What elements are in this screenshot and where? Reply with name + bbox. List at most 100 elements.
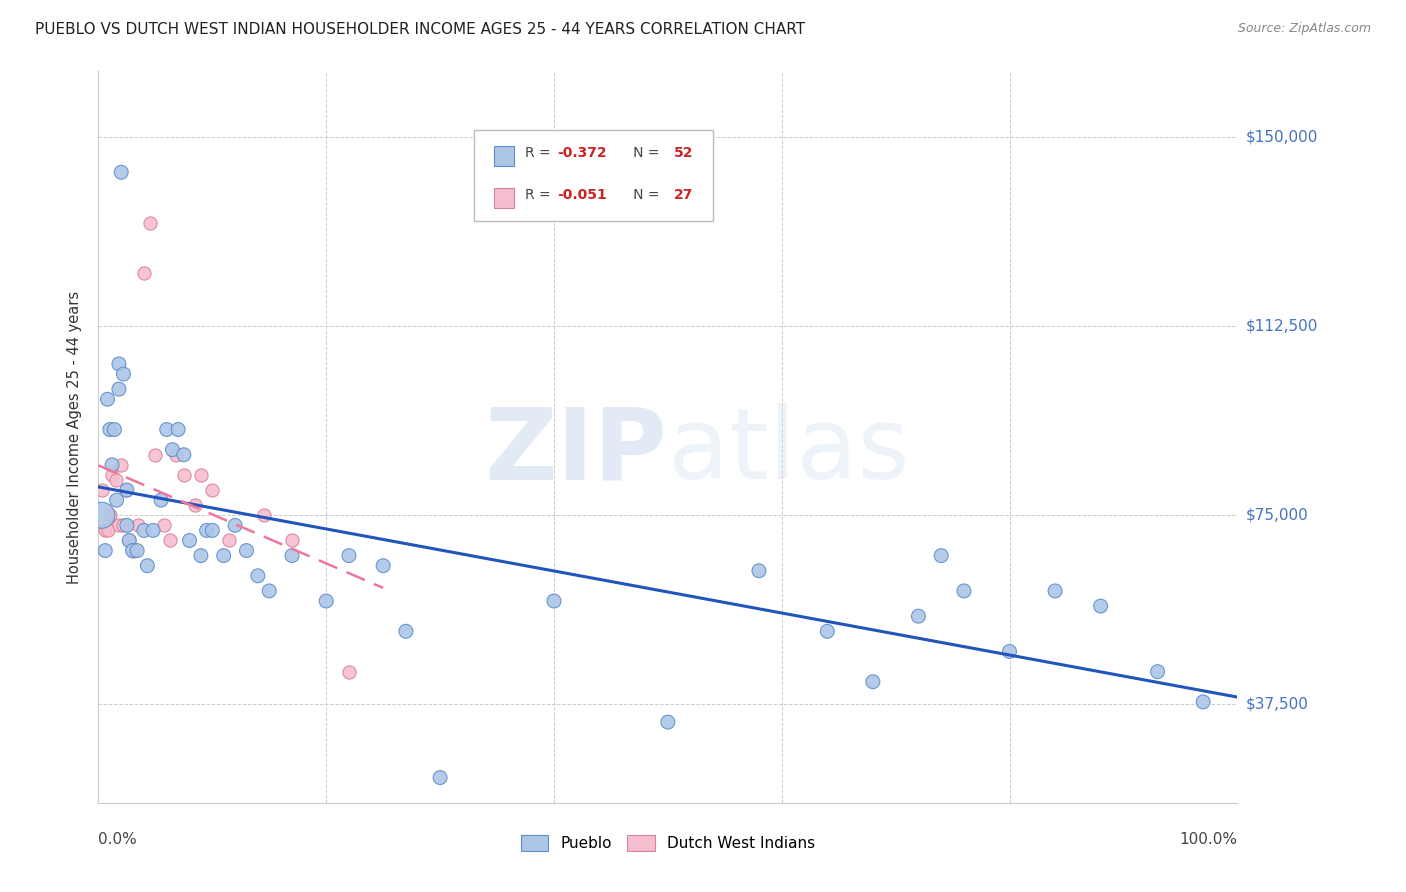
- Point: [173, 467, 195, 482]
- Point: [929, 549, 952, 563]
- Point: [1043, 583, 1066, 598]
- Point: [998, 644, 1021, 658]
- Point: [657, 715, 679, 730]
- Point: [96, 524, 118, 538]
- Point: [153, 518, 176, 533]
- Point: [195, 524, 218, 538]
- Text: Source: ZipAtlas.com: Source: ZipAtlas.com: [1237, 22, 1371, 36]
- Point: [1146, 665, 1168, 679]
- Point: [252, 508, 274, 523]
- Point: [132, 266, 155, 280]
- Point: [281, 549, 304, 563]
- Text: N =: N =: [620, 146, 664, 161]
- Point: [165, 448, 187, 462]
- Point: [112, 518, 135, 533]
- Point: [315, 594, 337, 608]
- Point: [953, 583, 976, 598]
- Point: [224, 518, 246, 533]
- Point: [103, 423, 125, 437]
- Point: [114, 483, 136, 497]
- Point: [115, 483, 138, 497]
- Point: [118, 533, 141, 548]
- Point: [748, 564, 770, 578]
- Text: -0.372: -0.372: [557, 146, 607, 161]
- Text: $112,500: $112,500: [1246, 318, 1317, 334]
- Point: [179, 533, 201, 548]
- Text: $37,500: $37,500: [1246, 697, 1309, 712]
- Point: [127, 543, 149, 558]
- Point: [218, 533, 240, 548]
- Point: [337, 665, 360, 679]
- Point: [167, 423, 190, 437]
- Point: [98, 508, 121, 523]
- Point: [121, 543, 143, 558]
- Point: [98, 423, 121, 437]
- Text: PUEBLO VS DUTCH WEST INDIAN HOUSEHOLDER INCOME AGES 25 - 44 YEARS CORRELATION CH: PUEBLO VS DUTCH WEST INDIAN HOUSEHOLDER …: [35, 22, 806, 37]
- Point: [862, 674, 884, 689]
- Point: [90, 508, 112, 523]
- Point: [184, 498, 207, 512]
- Point: [108, 518, 131, 533]
- Point: [395, 624, 418, 639]
- Point: [212, 549, 235, 563]
- Point: [142, 524, 165, 538]
- Point: [94, 524, 117, 538]
- Point: [112, 367, 135, 381]
- Text: 0.0%: 0.0%: [98, 832, 138, 847]
- Point: [259, 583, 281, 598]
- Point: [190, 467, 212, 482]
- Point: [281, 533, 304, 548]
- Text: $75,000: $75,000: [1246, 508, 1309, 523]
- Point: [118, 533, 141, 548]
- Point: [138, 216, 160, 230]
- Point: [127, 518, 149, 533]
- Point: [150, 493, 173, 508]
- Y-axis label: Householder Income Ages 25 - 44 years: Householder Income Ages 25 - 44 years: [67, 291, 83, 583]
- Point: [110, 458, 132, 472]
- FancyBboxPatch shape: [494, 146, 515, 166]
- Point: [190, 549, 212, 563]
- Point: [815, 624, 838, 639]
- Point: [136, 558, 159, 573]
- Point: [110, 165, 132, 179]
- Point: [201, 483, 224, 497]
- FancyBboxPatch shape: [474, 130, 713, 221]
- Point: [907, 609, 929, 624]
- Point: [132, 524, 155, 538]
- Point: [101, 458, 124, 472]
- Point: [108, 357, 131, 371]
- Point: [371, 558, 394, 573]
- Point: [162, 442, 184, 457]
- Point: [101, 467, 124, 482]
- Text: 52: 52: [673, 146, 693, 161]
- Point: [1192, 695, 1215, 709]
- Point: [429, 771, 451, 785]
- Point: [337, 549, 360, 563]
- Point: [105, 493, 128, 508]
- Point: [108, 382, 131, 396]
- Point: [145, 448, 167, 462]
- Point: [156, 423, 179, 437]
- Point: [159, 533, 181, 548]
- Point: [246, 569, 269, 583]
- Point: [235, 543, 257, 558]
- Text: R =: R =: [526, 188, 555, 202]
- Point: [104, 473, 127, 487]
- Legend: Pueblo, Dutch West Indians: Pueblo, Dutch West Indians: [515, 830, 821, 857]
- Text: -0.051: -0.051: [557, 188, 607, 202]
- Point: [96, 392, 118, 407]
- Text: R =: R =: [526, 146, 555, 161]
- Point: [1090, 599, 1112, 613]
- Point: [115, 518, 138, 533]
- Text: 100.0%: 100.0%: [1180, 832, 1237, 847]
- Text: ZIP: ZIP: [485, 403, 668, 500]
- Point: [90, 483, 112, 497]
- Point: [121, 543, 143, 558]
- Text: 27: 27: [673, 188, 693, 202]
- FancyBboxPatch shape: [494, 188, 515, 208]
- Text: $150,000: $150,000: [1246, 129, 1317, 145]
- Point: [201, 524, 224, 538]
- Text: N =: N =: [620, 188, 664, 202]
- Text: atlas: atlas: [668, 403, 910, 500]
- Point: [173, 448, 195, 462]
